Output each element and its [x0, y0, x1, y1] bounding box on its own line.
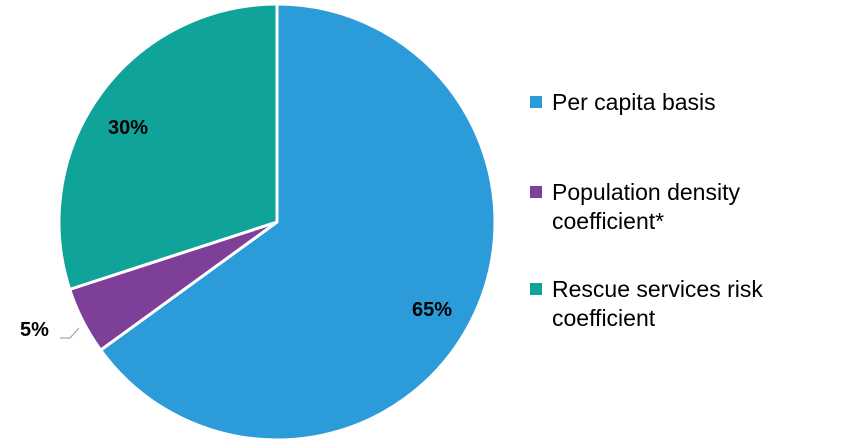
- legend-label-rescue-services: Rescue services risk coefficient: [552, 276, 763, 331]
- legend-swatch-per-capita: [530, 96, 542, 108]
- legend-item-per-capita: Per capita basis: [530, 88, 852, 117]
- legend-label-population-density: Population density coefficient*: [552, 179, 740, 234]
- legend-item-population-density: Population density coefficient*: [530, 178, 822, 236]
- chart-legend: Per capita basis Population density coef…: [530, 0, 860, 442]
- data-label-per-capita: 65%: [412, 299, 452, 321]
- legend-label-per-capita: Per capita basis: [552, 89, 716, 115]
- legend-swatch-population-density: [530, 186, 542, 198]
- pie-data-labels: 65% 5% 30%: [20, 117, 452, 341]
- legend-item-rescue-services: Rescue services risk coefficient: [530, 275, 842, 333]
- data-label-rescue-services: 30%: [108, 117, 148, 139]
- leader-line-population-density: [60, 327, 80, 339]
- pie-slice-per-capita: [99, 2, 497, 442]
- data-label-population-density: 5%: [20, 319, 49, 341]
- pie-slices: [57, 2, 497, 442]
- legend-swatch-rescue-services: [530, 283, 542, 295]
- pie-slice-rescue-services: [57, 2, 279, 291]
